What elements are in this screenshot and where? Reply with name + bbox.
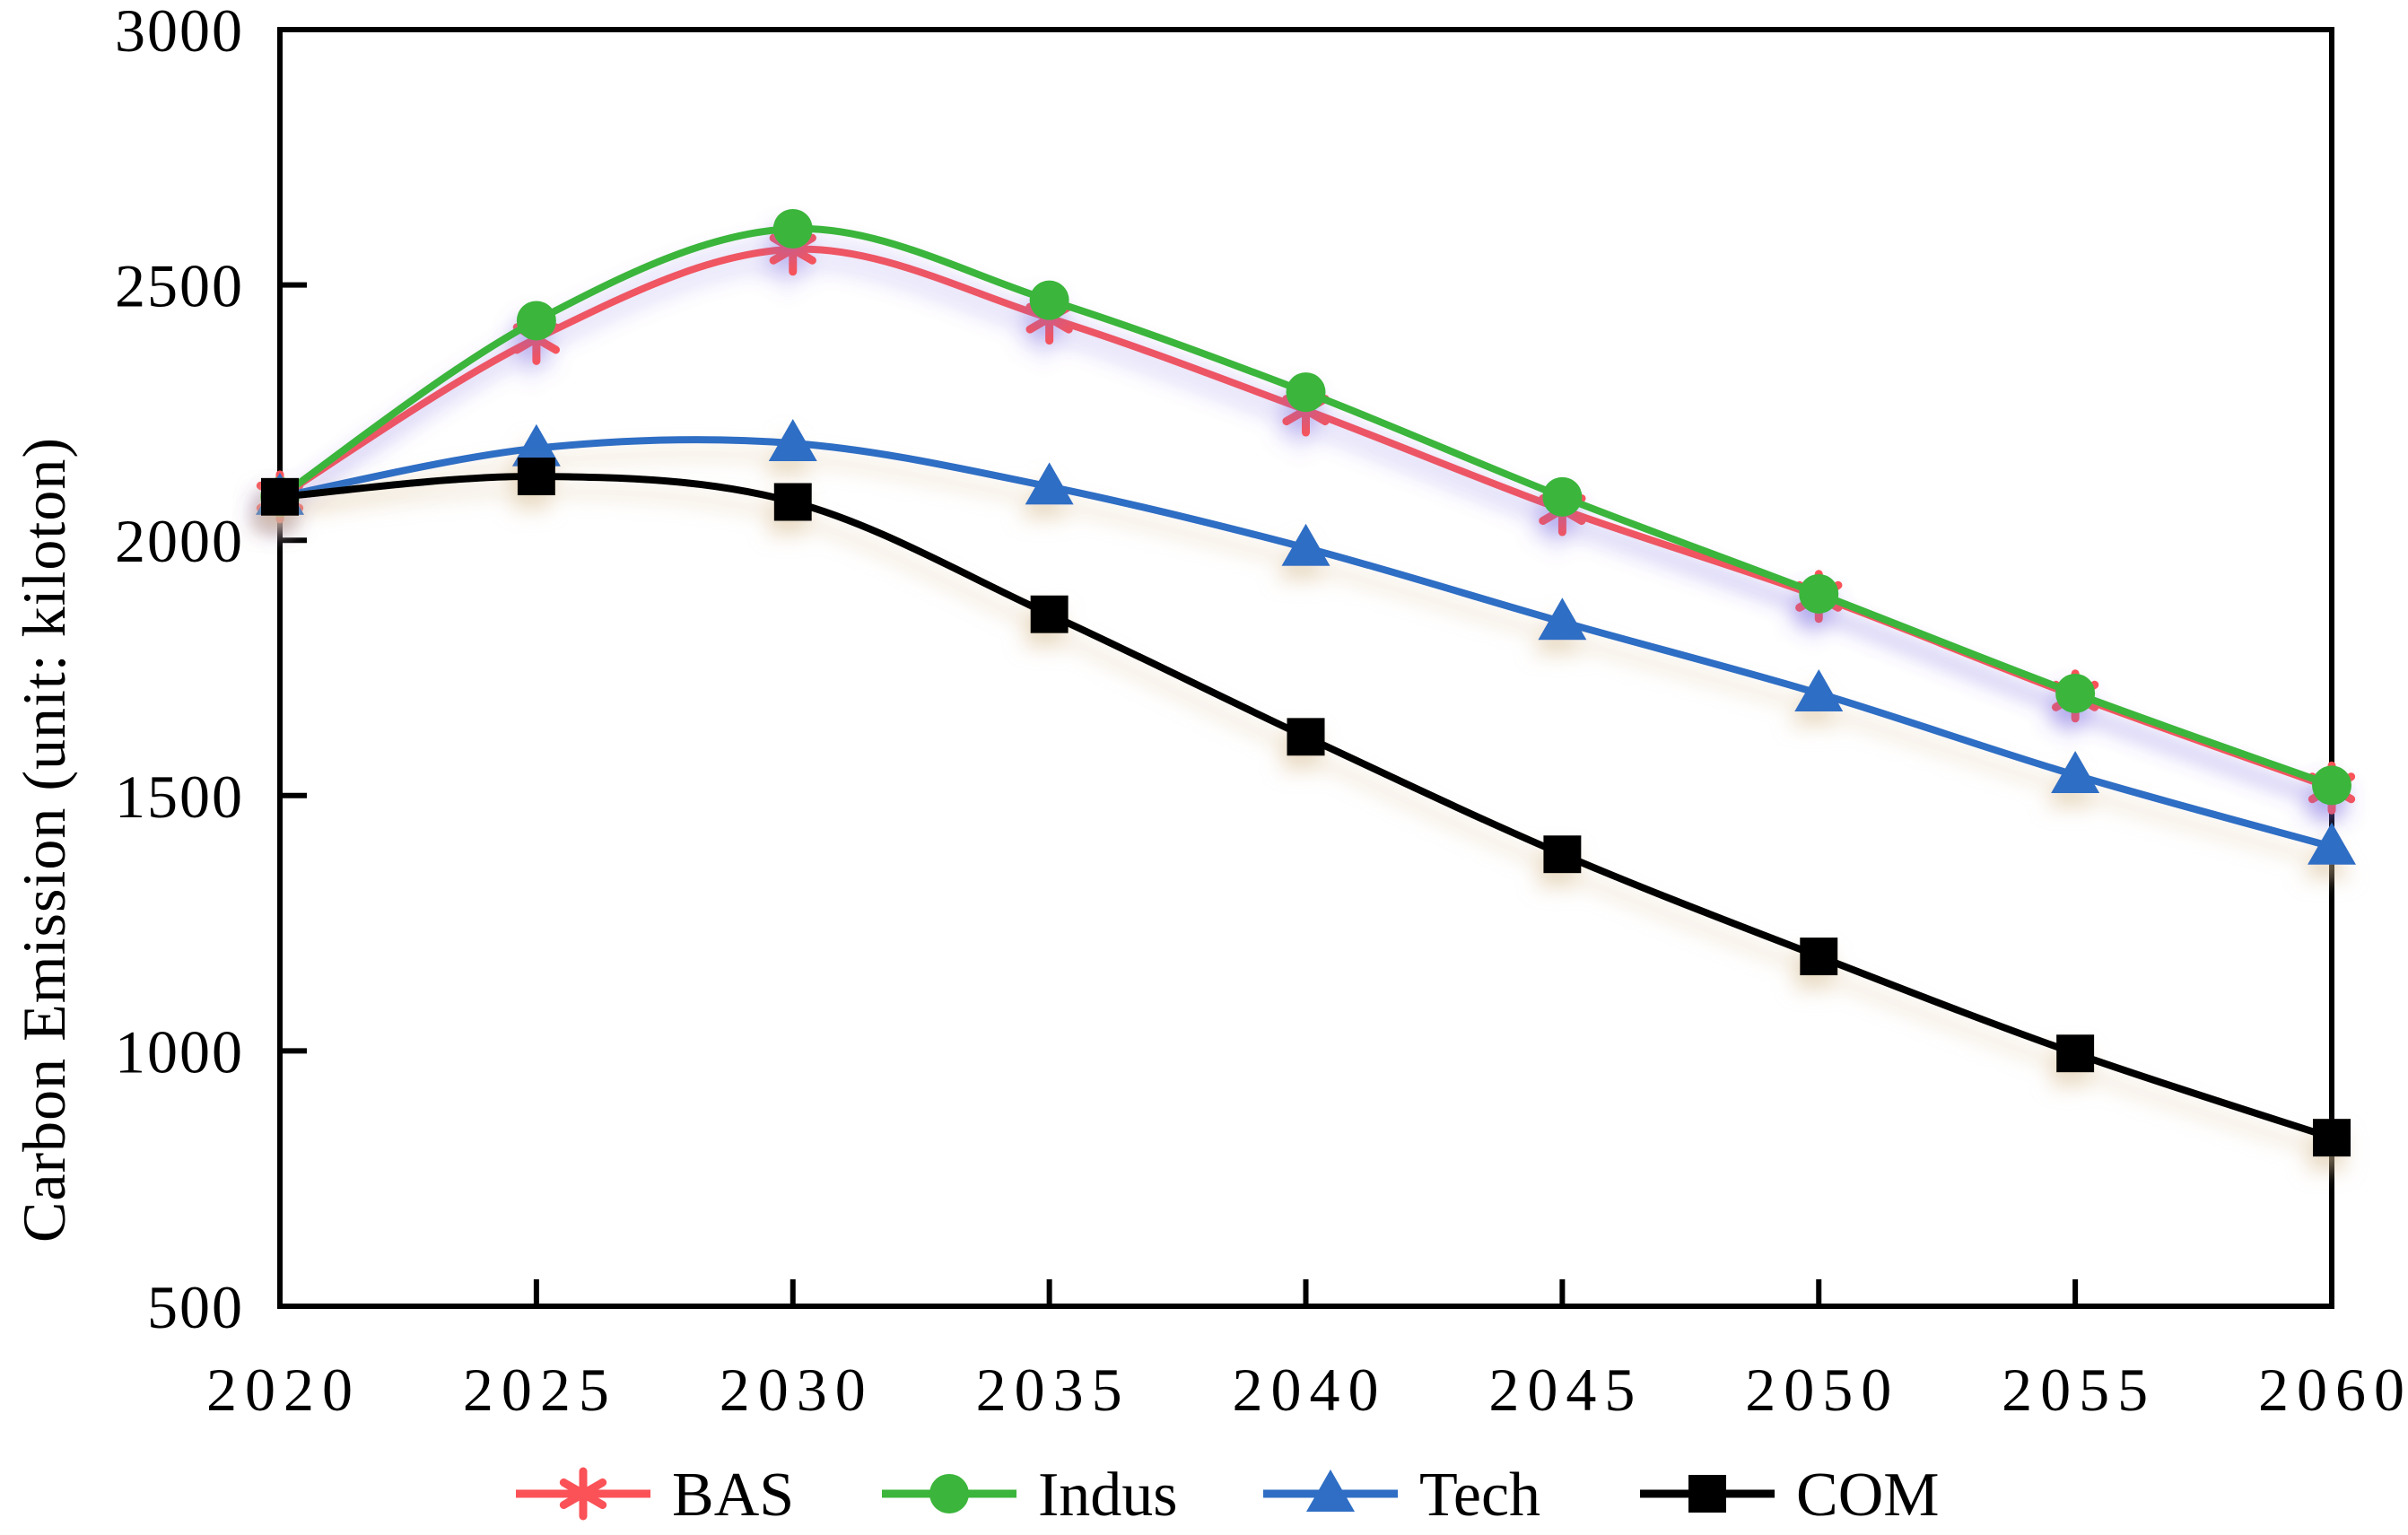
legend-marker-circle: [929, 1474, 969, 1513]
marker-square: [773, 483, 812, 521]
marker-triangle: [1794, 668, 1844, 711]
marker-circle: [1542, 476, 1583, 517]
marker-square: [517, 458, 555, 496]
y-tick-label: 2000: [115, 507, 244, 575]
marker-triangle: [511, 423, 561, 467]
y-tick-label: 3000: [115, 0, 244, 65]
y-tick-label: 1500: [115, 763, 244, 831]
marker-square: [1030, 595, 1069, 633]
legend: BAS Indus Tech COM: [516, 1461, 1939, 1530]
y-tick-label: 500: [147, 1273, 244, 1341]
x-tick-label: 2040: [1233, 1356, 1387, 1424]
marker-circle: [516, 301, 556, 341]
series-line-tech: [279, 436, 2334, 850]
y-tick-label: 1000: [115, 1017, 244, 1086]
marker-triangle: [1538, 597, 1587, 641]
marker-square: [2313, 1119, 2351, 1157]
marker-circle: [1799, 573, 1839, 614]
legend-item-bas: BAS: [516, 1461, 794, 1530]
marker-circle: [1029, 280, 1069, 320]
marker-square: [1800, 938, 1838, 976]
legend-marker-asterisk: [559, 1467, 607, 1521]
x-tick-label: 2035: [976, 1356, 1130, 1424]
marker-circle: [2055, 673, 2096, 713]
legend-label: COM: [1796, 1461, 1939, 1530]
legend-label: BAS: [672, 1461, 794, 1530]
x-tick-label: 2030: [720, 1356, 874, 1424]
x-tick-label: 2060: [2258, 1356, 2408, 1424]
marker-circle: [2312, 765, 2351, 806]
marker-triangle: [1281, 523, 1331, 566]
marker-triangle: [1025, 462, 1074, 505]
axis-ticks: [280, 282, 2079, 1306]
axis-tick-labels: 500 1000 1500 2000 2500 3000 2020 2025 2030 2035 2…: [115, 0, 2408, 1424]
marker-triangle: [768, 419, 817, 462]
y-tick-label: 2500: [115, 252, 244, 320]
series-line-bas: [277, 245, 2334, 792]
marker-circle: [1286, 372, 1326, 413]
legend-item-com: COM: [1640, 1461, 1939, 1530]
legend-marker-square: [1688, 1475, 1726, 1513]
marker-triangle: [2308, 822, 2356, 865]
x-tick-label: 2045: [1488, 1356, 1643, 1424]
marker-square: [2056, 1034, 2095, 1073]
legend-label: Indus: [1038, 1461, 1178, 1530]
series-com: [261, 458, 2351, 1157]
x-tick-label: 2025: [463, 1356, 617, 1424]
y-axis-title: Carbon Emission (unit: kiloton): [10, 437, 78, 1243]
marker-square: [1543, 835, 1582, 874]
legend-item-tech: Tech: [1263, 1461, 1540, 1530]
marker-square: [1287, 718, 1325, 756]
marker-square: [261, 477, 299, 516]
plot-border: [277, 27, 2334, 1309]
legend-label: Tech: [1419, 1461, 1540, 1530]
x-tick-label: 2020: [206, 1356, 361, 1424]
legend-item-indus: Indus: [882, 1461, 1178, 1530]
marker-circle: [772, 208, 813, 249]
legend-marker-triangle: [1306, 1470, 1355, 1512]
marker-triangle: [2051, 751, 2100, 794]
series-indus: [260, 208, 2351, 806]
series-line-com: [279, 472, 2334, 1141]
x-tick-label: 2050: [1745, 1356, 1899, 1424]
x-tick-label: 2055: [2002, 1356, 2156, 1424]
series-tech: [256, 419, 2356, 865]
data-series-layer: [256, 208, 2356, 1157]
